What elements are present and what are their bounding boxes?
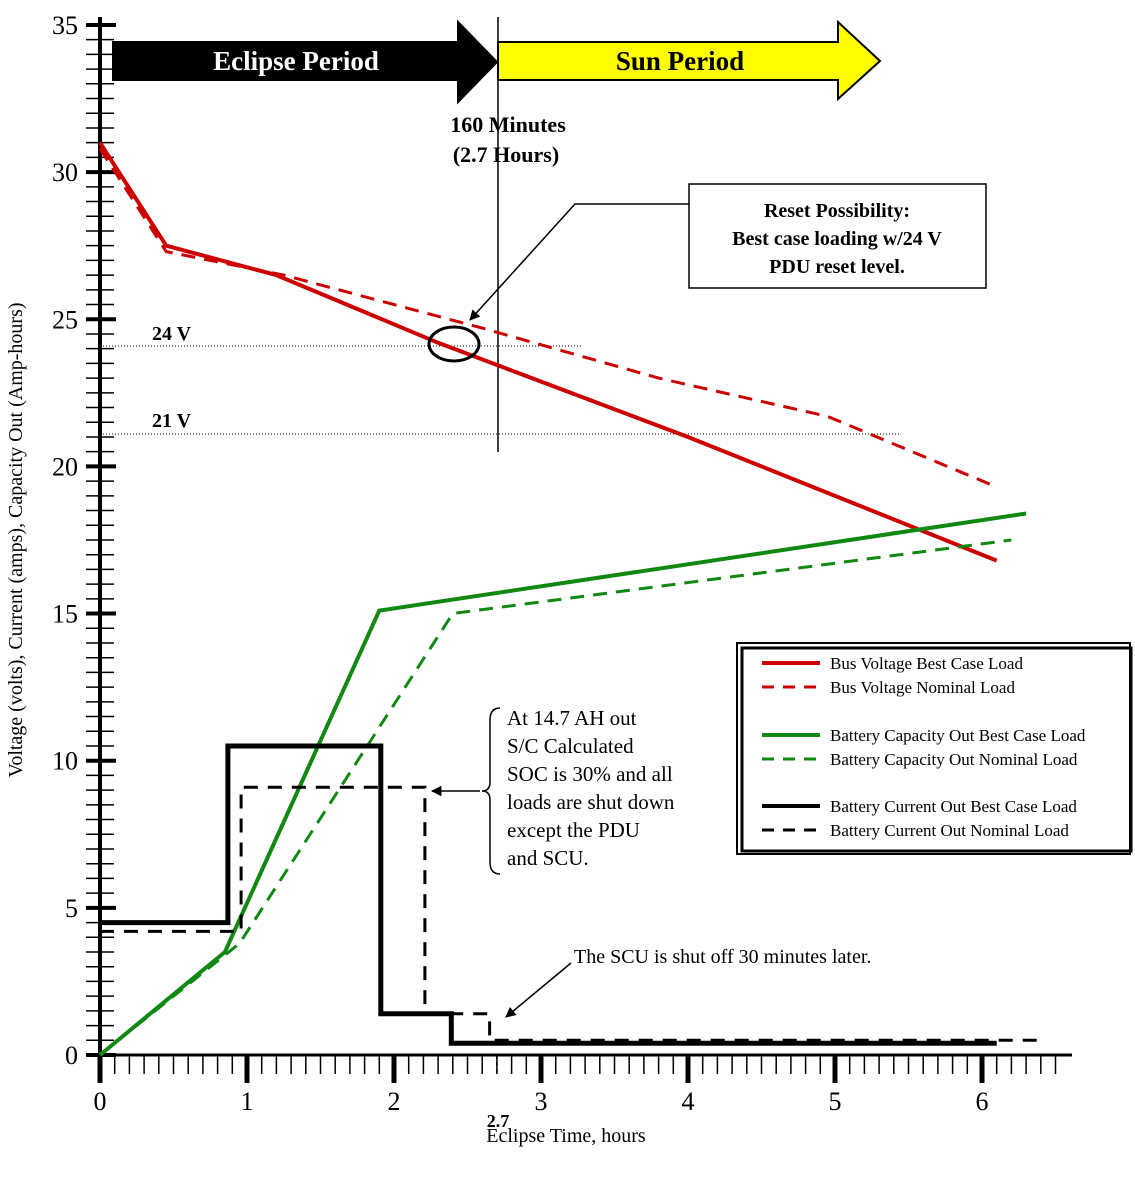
transition-minutes-label: 160 Minutes	[450, 112, 566, 137]
soc-annotation-line-5: except the PDU	[507, 818, 640, 842]
transition-hours-label: (2.7 Hours)	[453, 142, 559, 167]
x-axis-label: Eclipse Time, hours	[486, 1125, 646, 1147]
ref-label-24v: 24 V	[152, 323, 192, 345]
ref-label-21v: 21 V	[152, 410, 192, 432]
series-line-3	[99, 538, 1012, 1057]
series-line-0	[98, 141, 998, 563]
legend-items: Bus Voltage Best Case Load Bus Voltage No…	[762, 654, 1086, 840]
legend-frame-inner	[740, 646, 1133, 853]
soc-annotation-brace	[481, 707, 501, 875]
y-tick-label: 0	[65, 1041, 78, 1070]
x-tick-label: 4	[682, 1087, 695, 1116]
reset-annotation-line-3: PDU reset level.	[769, 256, 905, 278]
series-layer	[98, 141, 1041, 1057]
reset-annotation-box	[688, 183, 987, 289]
legend-frame-outer	[736, 642, 1131, 855]
soc-annotation-line-2: S/C Calculated	[507, 734, 634, 758]
legend-label-5: Battery Current Out Nominal Load	[830, 821, 1069, 840]
x-tick-label: 1	[241, 1087, 254, 1116]
soc-annotation-line-4: loads are shut down	[507, 790, 675, 814]
x-tick-label: 6	[976, 1087, 989, 1116]
y-tick-label: 15	[52, 600, 78, 629]
legend-label-2: Battery Capacity Out Best Case Load	[830, 726, 1086, 745]
soc-annotation-line-1: At 14.7 AH out	[507, 706, 637, 730]
y-axis-label: Voltage (volts), Current (amps), Capacit…	[5, 302, 27, 777]
reset-highlight-ellipse	[427, 325, 481, 363]
eclipse-period-arrow	[112, 19, 499, 105]
reset-annotation-line-1: Reset Possibility:	[764, 200, 910, 222]
x-tick-label: 5	[829, 1087, 842, 1116]
soc-annotation-line-6: and SCU.	[507, 846, 589, 870]
y-tick-label: 10	[52, 747, 78, 776]
series-line-1	[98, 147, 998, 489]
y-tick-label: 35	[52, 11, 78, 40]
sun-period-label: Sun Period	[616, 46, 744, 76]
y-tick-label: 20	[52, 452, 78, 481]
reset-annotation-line-2: Best case loading w/24 V	[732, 228, 942, 250]
y-tick-label: 5	[65, 894, 78, 923]
y-tick-label: 30	[52, 158, 78, 187]
legend-label-1: Bus Voltage Nominal Load	[830, 678, 1015, 697]
legend: Bus Voltage Best Case Load Bus Voltage No…	[736, 642, 1133, 855]
x-tick-label: 3	[535, 1087, 548, 1116]
legend-label-4: Battery Current Out Best Case Load	[830, 797, 1077, 816]
legend-label-3: Battery Capacity Out Nominal Load	[830, 750, 1078, 769]
ticks: 0 5 10 15 20 25 30 35 0 1 2 3 4 5 6	[52, 11, 1057, 1116]
axes	[98, 17, 1072, 1057]
sun-period-arrow	[497, 19, 882, 102]
x-tick-label: 2	[388, 1087, 401, 1116]
series-line-4	[100, 743, 997, 1046]
scu-callout-arrow	[505, 962, 572, 1018]
eclipse-period-label: Eclipse Period	[213, 46, 379, 76]
scu-annotation: The SCU is shut off 30 minutes later.	[574, 946, 871, 968]
reset-callout-arrow	[469, 203, 689, 321]
series-line-5	[100, 785, 1041, 1042]
legend-label-0: Bus Voltage Best Case Load	[830, 654, 1023, 673]
y-tick-label: 25	[52, 305, 78, 334]
soc-annotation-line-3: SOC is 30% and all	[507, 762, 673, 786]
x-marker-label: 2.7	[487, 1111, 510, 1131]
x-tick-label: 0	[94, 1087, 107, 1116]
